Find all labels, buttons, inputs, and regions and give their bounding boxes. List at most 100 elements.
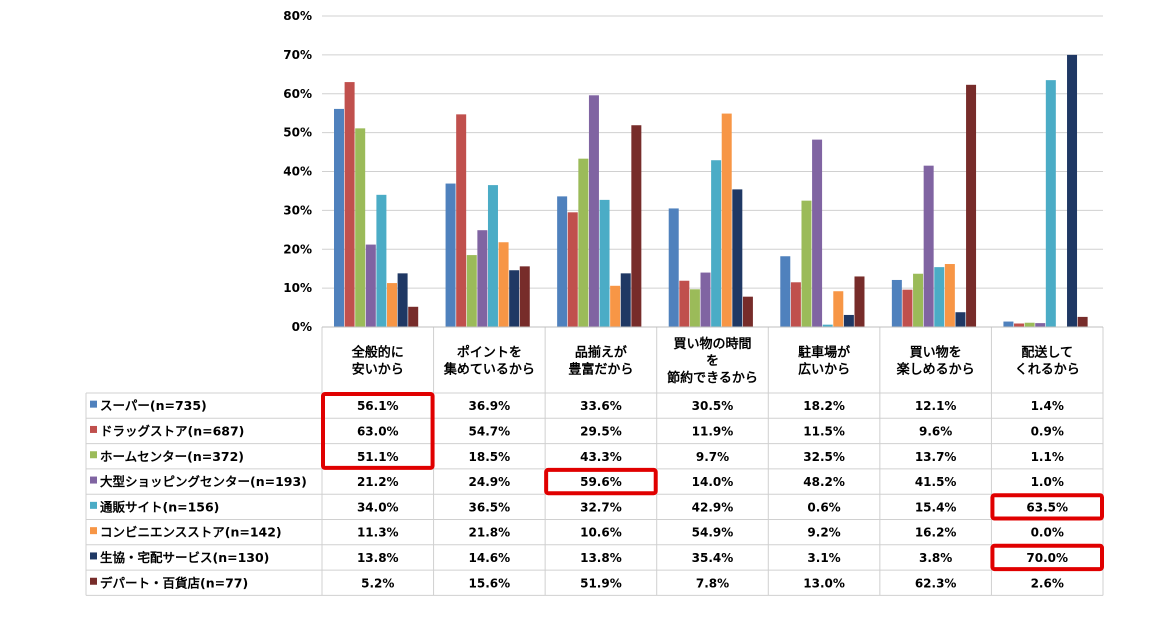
bar: [833, 291, 844, 327]
bar: [689, 289, 700, 327]
bar: [1067, 54, 1078, 327]
data-label: 13.8%: [580, 551, 622, 565]
data-label: 41.5%: [915, 475, 957, 489]
y-tick-label: 60%: [283, 87, 312, 101]
bar: [365, 244, 376, 327]
data-label: 21.2%: [357, 475, 399, 489]
data-label: 21.8%: [469, 526, 511, 540]
data-label: 0.9%: [1031, 424, 1064, 438]
bar: [599, 199, 610, 327]
bar: [679, 280, 690, 327]
data-label: 18.5%: [469, 450, 511, 464]
category-label: 配送して: [1021, 345, 1073, 361]
y-tick-label: 0%: [292, 320, 312, 334]
bar: [445, 183, 456, 327]
highlight-box: [990, 543, 1105, 572]
data-label: 11.3%: [357, 526, 399, 540]
bar: [1024, 322, 1035, 327]
y-tick-label: 30%: [283, 203, 312, 217]
data-label: 36.5%: [469, 500, 511, 514]
bar: [620, 273, 631, 327]
data-label: 15.4%: [915, 500, 957, 514]
data-label: 13.8%: [357, 551, 399, 565]
legend-swatch: [90, 577, 97, 585]
bar: [854, 276, 865, 327]
highlight-box: [321, 392, 435, 470]
data-label: 54.7%: [469, 424, 511, 438]
legend-swatch: [90, 476, 97, 484]
data-label: 51.9%: [580, 576, 622, 590]
bar: [891, 279, 902, 327]
bar: [610, 285, 621, 327]
bar: [902, 289, 913, 327]
bar: [344, 82, 355, 328]
category-label: 安いから: [352, 362, 404, 378]
data-label: 70.0%: [1026, 551, 1068, 565]
legend-label: スーパー(n=735): [100, 398, 207, 413]
bar: [732, 189, 743, 327]
category-label: 集めているから: [443, 362, 535, 378]
category-label: くれるから: [1015, 363, 1080, 378]
bar: [812, 139, 823, 327]
bar: [334, 108, 344, 327]
bar: [742, 296, 753, 327]
category-label: 全般的に: [351, 345, 404, 361]
highlight-box: [544, 467, 658, 496]
bar: [487, 185, 498, 327]
bar: [843, 314, 854, 327]
legend-label: コンビニエンスストア(n=142): [100, 525, 282, 540]
data-label: 10.6%: [580, 526, 622, 540]
data-label: 24.9%: [469, 475, 511, 489]
bar: [1077, 316, 1088, 327]
bar: [355, 128, 366, 327]
bar: [668, 208, 679, 327]
bar: [509, 270, 520, 327]
data-label: 5.2%: [361, 576, 394, 590]
bar: [631, 125, 642, 328]
data-label: 59.6%: [580, 475, 622, 489]
data-label: 1.4%: [1031, 399, 1064, 413]
data-label: 14.0%: [692, 475, 734, 489]
y-tick-label: 80%: [283, 9, 312, 23]
data-label: 13.7%: [915, 450, 957, 464]
bar: [397, 273, 408, 327]
legend-swatch: [90, 400, 97, 408]
data-label: 11.5%: [803, 424, 845, 438]
bar: [721, 113, 732, 327]
highlight-box: [990, 493, 1105, 521]
bar: [567, 212, 578, 327]
legend-swatch: [90, 552, 97, 560]
legend-label: 通販サイト(n=156): [100, 499, 219, 514]
data-label: 7.8%: [696, 576, 729, 590]
data-label: 48.2%: [803, 475, 845, 489]
data-label: 35.4%: [692, 551, 734, 565]
data-label: 0.0%: [1031, 526, 1064, 540]
y-tick-label: 10%: [283, 281, 312, 295]
data-label: 34.0%: [357, 500, 399, 514]
y-tick-label: 70%: [283, 48, 312, 62]
bar: [519, 266, 530, 327]
category-label: 買い物を: [910, 345, 962, 361]
category-label: を: [706, 354, 719, 369]
data-label: 42.9%: [692, 500, 734, 514]
legend-label: 生協・宅配サービス(n=130): [100, 550, 269, 565]
data-label: 62.3%: [915, 576, 957, 590]
data-label: 32.5%: [803, 450, 845, 464]
data-label: 12.1%: [915, 399, 957, 413]
data-label: 1.1%: [1031, 450, 1064, 464]
bar: [913, 273, 924, 327]
bar: [801, 200, 812, 327]
bar: [588, 95, 599, 328]
legend-swatch: [90, 451, 97, 459]
legend-label: デパート・百貨店(n=77): [100, 575, 248, 590]
data-label: 2.6%: [1031, 576, 1064, 590]
bar: [578, 158, 589, 327]
bar: [923, 165, 934, 327]
bar: [376, 194, 387, 327]
bar: [408, 306, 419, 327]
category-label: 楽しめるから: [896, 362, 975, 378]
bar: [934, 267, 945, 327]
data-label: 56.1%: [357, 399, 399, 413]
